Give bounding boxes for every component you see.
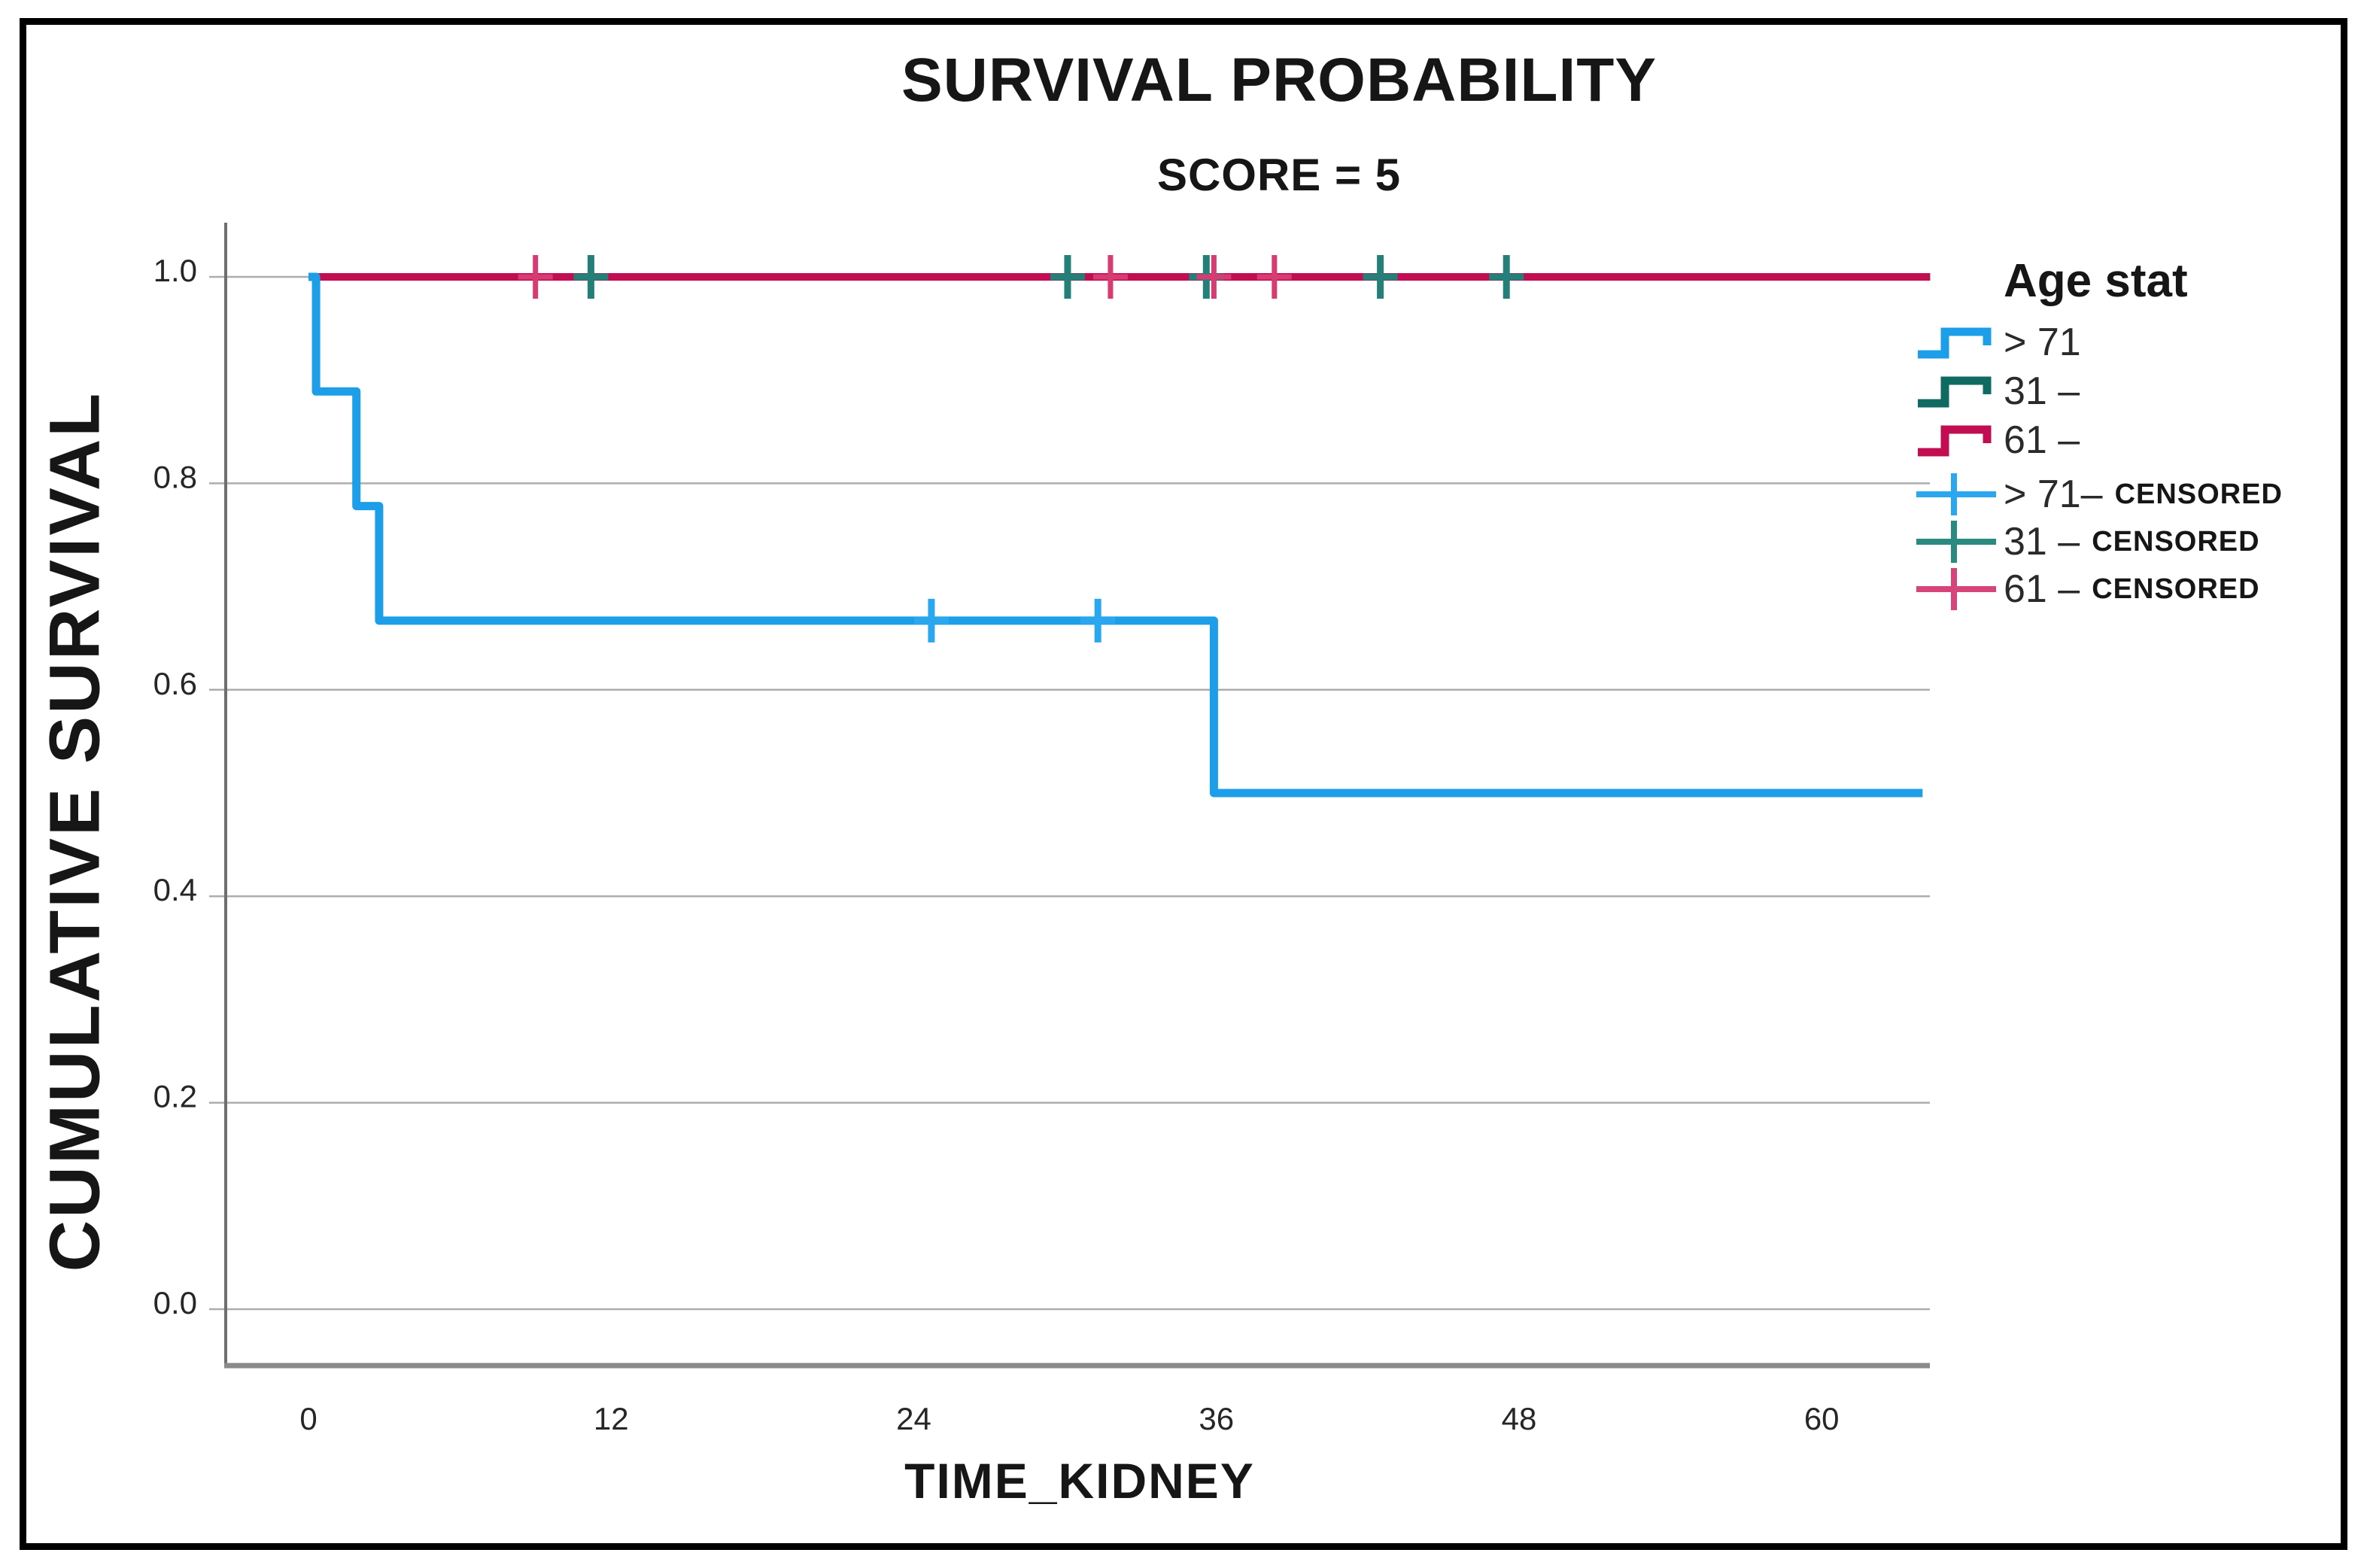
chart-subtitle: SCORE = 5 bbox=[1156, 150, 1402, 200]
series-line-71 bbox=[308, 272, 1923, 798]
censor-mark bbox=[913, 598, 949, 643]
axes bbox=[224, 223, 1930, 1369]
censor-marks bbox=[518, 255, 1524, 643]
legend-item-label: 61 – bbox=[2004, 567, 2080, 611]
legend-item-label: 31 – bbox=[2004, 520, 2080, 564]
censor-mark bbox=[518, 255, 553, 299]
chart-title: SURVIVAL PROBABILITY bbox=[901, 46, 1658, 114]
y-tick-label: 0.2 bbox=[153, 1079, 197, 1114]
step-line-icon bbox=[1918, 327, 1992, 359]
chart-frame bbox=[20, 18, 2347, 1550]
x-tick-label: 48 bbox=[1502, 1401, 1537, 1436]
legend-item-label: 31 – bbox=[2004, 369, 2080, 413]
censor-mark bbox=[1256, 255, 1292, 299]
censor-mark bbox=[1489, 255, 1524, 299]
x-tick-label: 60 bbox=[1804, 1401, 1840, 1436]
legend-item-31: 31 – bbox=[1915, 367, 2080, 415]
y-tick-label: 0.4 bbox=[153, 872, 197, 907]
x-tick-label: 12 bbox=[594, 1401, 629, 1436]
legend-item-71: > 71 bbox=[1915, 318, 2081, 366]
legend-item-label: > 71 bbox=[2004, 321, 2081, 364]
censor-mark bbox=[1080, 598, 1116, 643]
censor-mark bbox=[573, 255, 609, 299]
legend-censored-label: CENSORED bbox=[2092, 573, 2260, 605]
legend-item-censored-61: 61 – CENSORED bbox=[1915, 565, 2260, 613]
censored-plus-icon bbox=[1916, 568, 1996, 610]
censor-mark bbox=[1196, 255, 1232, 299]
legend-item-censored-71: > 71– CENSORED bbox=[1915, 470, 2283, 518]
y-tick-label: 0.8 bbox=[153, 459, 197, 494]
y-tick-labels: 0.0 0.2 0.4 0.6 0.8 1.0 bbox=[153, 253, 197, 1320]
legend-item-label: > 71– bbox=[2004, 473, 2103, 516]
x-tick-labels: 0 12 24 36 48 60 bbox=[299, 1401, 1839, 1436]
x-tick-label: 36 bbox=[1199, 1401, 1234, 1436]
y-tick-label: 0.0 bbox=[153, 1285, 197, 1320]
censor-mark bbox=[1363, 255, 1398, 299]
legend-item-61: 61 – bbox=[1915, 416, 2080, 464]
x-tick-label: 24 bbox=[896, 1401, 931, 1436]
legend-item-label: 61 – bbox=[2004, 418, 2080, 462]
legend-item-censored-31: 31 – CENSORED bbox=[1915, 518, 2260, 566]
y-tick-label: 0.6 bbox=[153, 666, 197, 701]
step-line-icon bbox=[1918, 425, 1992, 457]
x-axis-title: TIME_KIDNEY bbox=[904, 1453, 1255, 1509]
y-tick-label: 1.0 bbox=[153, 253, 197, 288]
x-tick-label: 0 bbox=[299, 1401, 317, 1436]
censored-plus-icon bbox=[1916, 521, 1996, 563]
legend-censored-label: CENSORED bbox=[2114, 478, 2283, 510]
legend: Age stat > 71 31 –61 – > 71– CENSORED 31 – CE… bbox=[1915, 248, 2347, 640]
censor-mark bbox=[1092, 255, 1128, 299]
censored-plus-icon bbox=[1916, 473, 1996, 515]
legend-title: Age stat bbox=[2004, 255, 2188, 307]
step-line-icon bbox=[1918, 376, 1992, 408]
legend-censored-label: CENSORED bbox=[2092, 525, 2260, 558]
censor-mark bbox=[1050, 255, 1085, 299]
